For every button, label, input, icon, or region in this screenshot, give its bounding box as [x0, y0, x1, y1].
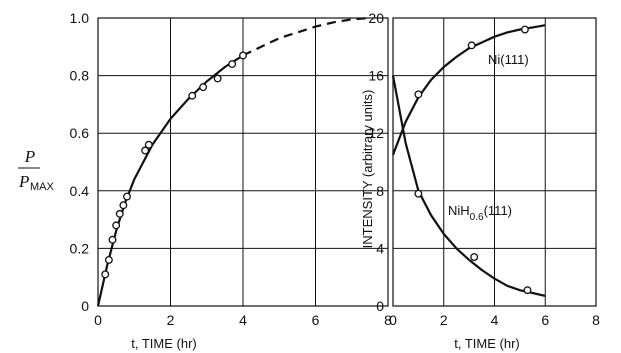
- left-x-tick-4: 8: [384, 312, 392, 328]
- left-data-points: [101, 51, 247, 279]
- right-y-tick-5: 20: [368, 10, 384, 26]
- left-ylabel-denominator: P: [18, 172, 29, 191]
- left-y-tick-5: 1.0: [70, 10, 90, 26]
- right-y-tick-3: 12: [368, 125, 384, 141]
- left-series-0-point-1: [104, 255, 113, 264]
- left-series-0-point-5: [119, 201, 128, 210]
- left-y-tick-1: 0.2: [70, 240, 90, 256]
- right-x-tick-4: 8: [592, 312, 600, 328]
- right-x-tick-0: 0: [389, 312, 397, 328]
- right-x-tick-3: 6: [541, 312, 549, 328]
- left-series-0-point-10: [199, 83, 208, 92]
- left-series-0-point-12: [228, 60, 237, 69]
- right-data-points: [414, 25, 532, 295]
- left-chart: 0 2 4 6 800.20.40.60.81.0 t, TIME (hr) P P M…: [18, 10, 392, 351]
- right-series-1-point-0: [414, 189, 423, 198]
- left-plot-frame: [97, 17, 389, 307]
- right-plot-frame: [392, 17, 597, 307]
- left-series-0-point-7: [141, 146, 150, 155]
- right-y-tick-1: 4: [376, 240, 384, 256]
- left-series-0-point-2: [108, 235, 117, 244]
- left-series-0-point-0: [101, 270, 110, 279]
- right-series-0-point-1: [467, 41, 476, 50]
- left-y-tick-4: 0.8: [70, 68, 90, 84]
- left-y-axis-label: P P MAX: [18, 147, 55, 193]
- left-series-0-point-4: [115, 209, 124, 218]
- right-series-1-point-2: [523, 286, 532, 295]
- left-ylabel-denominator-subscript: MAX: [30, 181, 55, 193]
- left-x-tick-1: 2: [167, 312, 175, 328]
- nih-111-fit-curve: [391, 75, 546, 297]
- left-x-tick-0: 0: [94, 312, 102, 328]
- left-series-0-point-11: [213, 74, 222, 83]
- right-x-axis-label: t, TIME (hr): [454, 336, 519, 351]
- right-y-tick-0: 0: [376, 298, 384, 314]
- left-series-0-point-6: [123, 192, 131, 201]
- right-y-tick-4: 16: [368, 68, 384, 84]
- left-ylabel-numerator: P: [24, 147, 35, 166]
- left-y-tick-3: 0.6: [70, 125, 90, 141]
- left-series-0-point-3: [112, 221, 121, 230]
- right-x-tick-2: 4: [491, 312, 499, 328]
- ni-111-annotation: Ni(111): [488, 52, 529, 67]
- right-series-1-point-1: [470, 253, 479, 261]
- right-series-0-point-2: [521, 25, 529, 34]
- nih-annotation-tail: (111): [484, 203, 512, 218]
- right-y-tick-2: 8: [376, 183, 384, 199]
- left-tick-labels: 0 2 4 6 800.20.40.60.81.0: [70, 10, 393, 328]
- nih-annotation-subscript: 0.6: [470, 212, 484, 223]
- left-series-0-point-8: [144, 140, 153, 149]
- left-extrapolated-curve: [242, 16, 370, 57]
- left-x-tick-3: 6: [312, 312, 320, 328]
- right-y-axis-label: INTENSITY (arbitrary units): [360, 90, 375, 249]
- left-y-tick-2: 0.4: [70, 183, 90, 199]
- nih-111-annotation: NiH0.6(111): [448, 203, 512, 223]
- left-x-axis-label: t, TIME (hr): [131, 336, 196, 351]
- left-y-tick-0: 0: [81, 298, 89, 314]
- left-series-0-point-9: [188, 91, 197, 100]
- left-grid: [98, 18, 388, 306]
- right-series-0-point-0: [414, 90, 423, 99]
- nih-annotation-main: NiH: [448, 203, 470, 218]
- left-series-0-point-13: [239, 51, 247, 60]
- left-x-tick-2: 4: [239, 312, 247, 328]
- right-x-tick-1: 2: [440, 312, 448, 328]
